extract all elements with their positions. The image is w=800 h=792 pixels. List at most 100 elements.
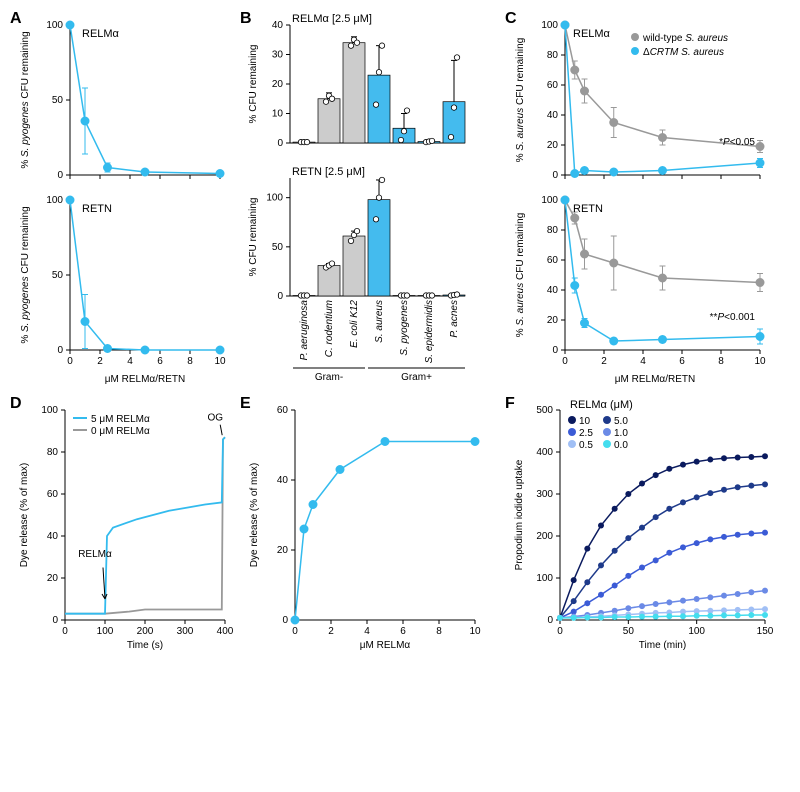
svg-text:100: 100 [536, 573, 553, 584]
svg-text:2: 2 [328, 626, 334, 637]
svg-text:4: 4 [364, 626, 370, 637]
svg-text:80: 80 [547, 50, 559, 61]
svg-text:RELMα: RELMα [78, 549, 112, 560]
svg-text:E. coli K12: E. coli K12 [349, 300, 360, 348]
svg-text:% S. aureus CFU remaining: % S. aureus CFU remaining [515, 213, 526, 338]
svg-text:8: 8 [187, 356, 193, 367]
svg-text:0: 0 [557, 626, 563, 637]
svg-text:0: 0 [62, 626, 68, 637]
panel-b-svg: 010203040RELMα [2.5 μM]% CFU remaining 0… [240, 10, 500, 390]
svg-text:% S. aureus CFU remaining: % S. aureus CFU remaining [515, 38, 526, 163]
svg-text:6: 6 [400, 626, 406, 637]
svg-text:10: 10 [754, 356, 766, 367]
svg-text:0: 0 [282, 615, 288, 626]
svg-text:Dye release (% of max): Dye release (% of max) [19, 463, 30, 567]
svg-text:4: 4 [640, 356, 646, 367]
svg-text:40: 40 [547, 285, 559, 296]
svg-text:8: 8 [718, 356, 724, 367]
svg-text:0: 0 [562, 356, 568, 367]
svg-text:*P<0.05: *P<0.05 [719, 137, 755, 148]
svg-text:60: 60 [547, 255, 559, 266]
svg-text:60: 60 [547, 80, 559, 91]
svg-text:4: 4 [127, 356, 133, 367]
panel-c-xlabel: μM RELMα/RETN [615, 374, 695, 385]
svg-text:0: 0 [67, 356, 73, 367]
svg-text:50: 50 [623, 626, 635, 637]
panel-d-label: D [10, 395, 22, 413]
svg-text:50: 50 [272, 242, 284, 253]
svg-text:Dye release (% of max): Dye release (% of max) [249, 463, 260, 567]
svg-text:0: 0 [552, 170, 558, 181]
svg-text:100: 100 [46, 20, 63, 31]
svg-text:20: 20 [272, 79, 284, 90]
svg-text:ΔCRTM S. aureus: ΔCRTM S. aureus [643, 47, 724, 58]
svg-text:8: 8 [436, 626, 442, 637]
svg-text:6: 6 [157, 356, 163, 367]
svg-text:0: 0 [277, 291, 283, 302]
svg-text:0.5: 0.5 [579, 440, 593, 451]
svg-text:2.5: 2.5 [579, 428, 593, 439]
svg-text:20: 20 [547, 315, 559, 326]
svg-text:S. aureus: S. aureus [374, 300, 385, 343]
svg-text:Time (s): Time (s) [127, 640, 163, 651]
svg-text:100: 100 [541, 20, 558, 31]
svg-text:100: 100 [266, 193, 283, 204]
panel-e: E 02468100204060μM RELMαDye release (% o… [240, 395, 500, 665]
svg-text:10: 10 [272, 109, 284, 120]
svg-text:80: 80 [547, 225, 559, 236]
svg-text:80: 80 [47, 447, 59, 458]
svg-text:% S. pyogenes CFU remaining: % S. pyogenes CFU remaining [20, 31, 31, 168]
svg-text:RELMα [2.5 μM]: RELMα [2.5 μM] [292, 13, 372, 25]
svg-text:200: 200 [536, 531, 553, 542]
svg-text:400: 400 [217, 626, 234, 637]
svg-text:100: 100 [46, 195, 63, 206]
svg-text:20: 20 [277, 545, 289, 556]
svg-text:150: 150 [757, 626, 774, 637]
svg-text:% CFU remaining: % CFU remaining [248, 45, 259, 124]
panel-a: A 050100RELMα% S. pyogenes CFU remaining… [10, 10, 235, 390]
svg-text:RELMα: RELMα [82, 28, 120, 40]
panel-a-label: A [10, 10, 22, 28]
panel-a-svg: 050100RELMα% S. pyogenes CFU remaining 0… [10, 10, 235, 390]
svg-text:1.0: 1.0 [614, 428, 628, 439]
panel-d-svg: 01002003004000204060801005 μM RELMα0 μM … [10, 395, 235, 665]
panel-f: F 0501001500100200300400500Time (min)Pro… [505, 395, 790, 665]
svg-text:100: 100 [688, 626, 705, 637]
svg-text:5.0: 5.0 [614, 416, 628, 427]
panel-f-label: F [505, 395, 515, 413]
svg-text:C. rodentium: C. rodentium [324, 300, 335, 357]
panel-c-label: C [505, 10, 517, 28]
panel-c-svg: 020406080100RELMα*P<0.05% S. aureus CFU … [505, 10, 790, 390]
svg-text:500: 500 [536, 405, 553, 416]
svg-text:400: 400 [536, 447, 553, 458]
svg-text:RETN: RETN [82, 203, 112, 215]
svg-text:S. epidermidis: S. epidermidis [424, 300, 435, 363]
panel-a-xlabel: μM RELMα/RETN [105, 374, 185, 385]
svg-text:10: 10 [579, 416, 591, 427]
svg-text:0: 0 [52, 615, 58, 626]
svg-text:wild-type S. aureus: wild-type S. aureus [642, 33, 728, 44]
panel-c: C 020406080100RELMα*P<0.05% S. aureus CF… [505, 10, 790, 390]
svg-text:RETN: RETN [573, 203, 603, 215]
svg-text:0 μM RELMα: 0 μM RELMα [91, 426, 150, 437]
svg-text:% S. pyogenes CFU remaining: % S. pyogenes CFU remaining [20, 206, 31, 343]
panel-f-svg: 0501001500100200300400500Time (min)Propo… [505, 395, 790, 665]
svg-text:Gram+: Gram+ [401, 372, 432, 383]
panel-d: D 01002003004000204060801005 μM RELMα0 μ… [10, 395, 235, 665]
svg-text:100: 100 [41, 405, 58, 416]
svg-text:0: 0 [547, 615, 553, 626]
svg-text:40: 40 [277, 475, 289, 486]
svg-text:Propodium iodide uptake: Propodium iodide uptake [514, 459, 525, 570]
svg-text:10: 10 [469, 626, 481, 637]
svg-text:40: 40 [272, 20, 284, 31]
svg-text:60: 60 [47, 489, 59, 500]
svg-text:0: 0 [57, 345, 63, 356]
svg-text:Gram-: Gram- [315, 372, 343, 383]
svg-text:40: 40 [547, 110, 559, 121]
svg-text:0: 0 [552, 345, 558, 356]
svg-text:2: 2 [97, 356, 103, 367]
svg-text:RETN [2.5 μM]: RETN [2.5 μM] [292, 166, 365, 178]
panel-b: B 010203040RELMα [2.5 μM]% CFU remaining… [240, 10, 500, 390]
panel-e-label: E [240, 395, 251, 413]
svg-text:2: 2 [601, 356, 607, 367]
